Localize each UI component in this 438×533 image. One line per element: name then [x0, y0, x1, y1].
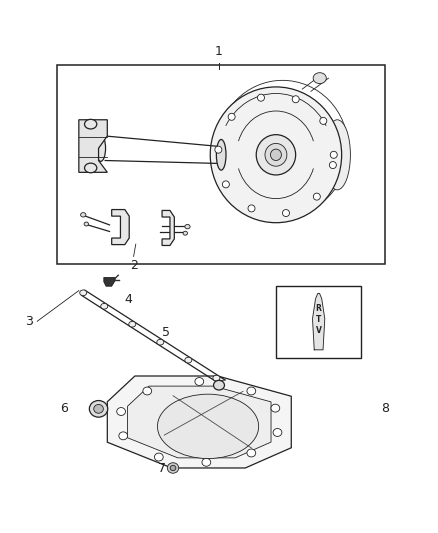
Ellipse shape [158, 394, 258, 458]
Ellipse shape [210, 87, 342, 223]
Ellipse shape [157, 340, 164, 345]
Ellipse shape [80, 290, 87, 296]
Ellipse shape [81, 213, 86, 217]
Ellipse shape [214, 381, 224, 390]
Text: 3: 3 [25, 315, 33, 328]
Ellipse shape [270, 149, 281, 160]
Ellipse shape [216, 140, 226, 170]
Ellipse shape [329, 161, 336, 168]
Ellipse shape [248, 205, 255, 212]
Ellipse shape [167, 463, 179, 473]
Ellipse shape [202, 458, 211, 466]
Text: 1: 1 [215, 45, 223, 59]
Bar [276, 286, 361, 359]
Ellipse shape [320, 117, 327, 124]
Ellipse shape [117, 408, 125, 415]
Ellipse shape [271, 404, 280, 412]
Ellipse shape [84, 222, 88, 226]
Text: T: T [316, 316, 321, 325]
Ellipse shape [228, 114, 235, 120]
Ellipse shape [313, 72, 326, 84]
Ellipse shape [330, 151, 337, 158]
Ellipse shape [283, 209, 290, 216]
Ellipse shape [247, 449, 256, 457]
Text: 4: 4 [125, 293, 133, 306]
Ellipse shape [256, 135, 296, 175]
Ellipse shape [185, 224, 190, 229]
Ellipse shape [85, 163, 97, 173]
Ellipse shape [247, 387, 256, 395]
Polygon shape [107, 376, 291, 468]
Ellipse shape [292, 96, 299, 103]
Ellipse shape [170, 465, 176, 471]
Text: V: V [316, 326, 321, 335]
Ellipse shape [101, 303, 108, 309]
Ellipse shape [324, 120, 350, 190]
Ellipse shape [94, 405, 103, 413]
Text: 9: 9 [333, 336, 341, 350]
Ellipse shape [215, 146, 222, 153]
Bar [57, 65, 385, 264]
Text: R: R [316, 304, 321, 313]
Polygon shape [79, 120, 107, 172]
Polygon shape [112, 209, 129, 245]
Ellipse shape [89, 400, 108, 417]
Ellipse shape [119, 432, 127, 440]
Ellipse shape [313, 193, 320, 200]
Ellipse shape [185, 357, 192, 363]
Text: 2: 2 [130, 260, 138, 272]
Ellipse shape [258, 94, 265, 101]
Text: 8: 8 [381, 402, 389, 415]
Text: 5: 5 [162, 326, 170, 338]
Ellipse shape [213, 375, 220, 381]
Polygon shape [313, 294, 325, 350]
Polygon shape [127, 386, 271, 458]
Ellipse shape [195, 377, 204, 385]
Polygon shape [162, 211, 174, 246]
Ellipse shape [96, 135, 106, 161]
Ellipse shape [129, 321, 136, 327]
Ellipse shape [155, 453, 163, 461]
Ellipse shape [85, 119, 97, 129]
Text: 6: 6 [60, 402, 68, 415]
Polygon shape [104, 278, 115, 286]
Ellipse shape [223, 181, 230, 188]
Text: 7: 7 [159, 462, 166, 475]
Ellipse shape [265, 143, 287, 166]
Ellipse shape [183, 231, 187, 235]
Ellipse shape [273, 429, 282, 437]
Ellipse shape [143, 387, 152, 395]
